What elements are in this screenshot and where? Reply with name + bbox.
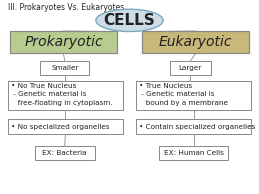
Text: Eukaryotic: Eukaryotic	[159, 35, 232, 49]
Text: Smaller: Smaller	[51, 65, 78, 71]
Ellipse shape	[96, 9, 163, 32]
FancyBboxPatch shape	[40, 61, 89, 75]
Text: • Contain specialized organelles: • Contain specialized organelles	[139, 124, 255, 130]
FancyBboxPatch shape	[159, 146, 228, 160]
Text: • True Nucleus
 - Genetic material is
   bound by a membrane: • True Nucleus - Genetic material is bou…	[139, 83, 228, 106]
Text: EX: Bacteria: EX: Bacteria	[42, 150, 87, 156]
FancyBboxPatch shape	[8, 81, 123, 110]
FancyBboxPatch shape	[35, 146, 95, 160]
FancyBboxPatch shape	[136, 119, 251, 134]
Text: III. Prokaryotes Vs. Eukaryotes: III. Prokaryotes Vs. Eukaryotes	[8, 3, 124, 12]
Text: Prokaryotic: Prokaryotic	[24, 35, 103, 49]
FancyBboxPatch shape	[8, 119, 123, 134]
FancyBboxPatch shape	[170, 61, 211, 75]
Text: • No True Nucleus
 - Genetic material is
   free-floating in cytoplasm.: • No True Nucleus - Genetic material is …	[11, 83, 112, 106]
FancyBboxPatch shape	[10, 31, 117, 53]
FancyBboxPatch shape	[142, 31, 249, 53]
Text: Larger: Larger	[179, 65, 202, 71]
FancyBboxPatch shape	[136, 81, 251, 110]
Text: EX: Human Cells: EX: Human Cells	[164, 150, 224, 156]
Text: • No specialized organelles: • No specialized organelles	[11, 124, 110, 130]
Text: CELLS: CELLS	[104, 13, 155, 28]
